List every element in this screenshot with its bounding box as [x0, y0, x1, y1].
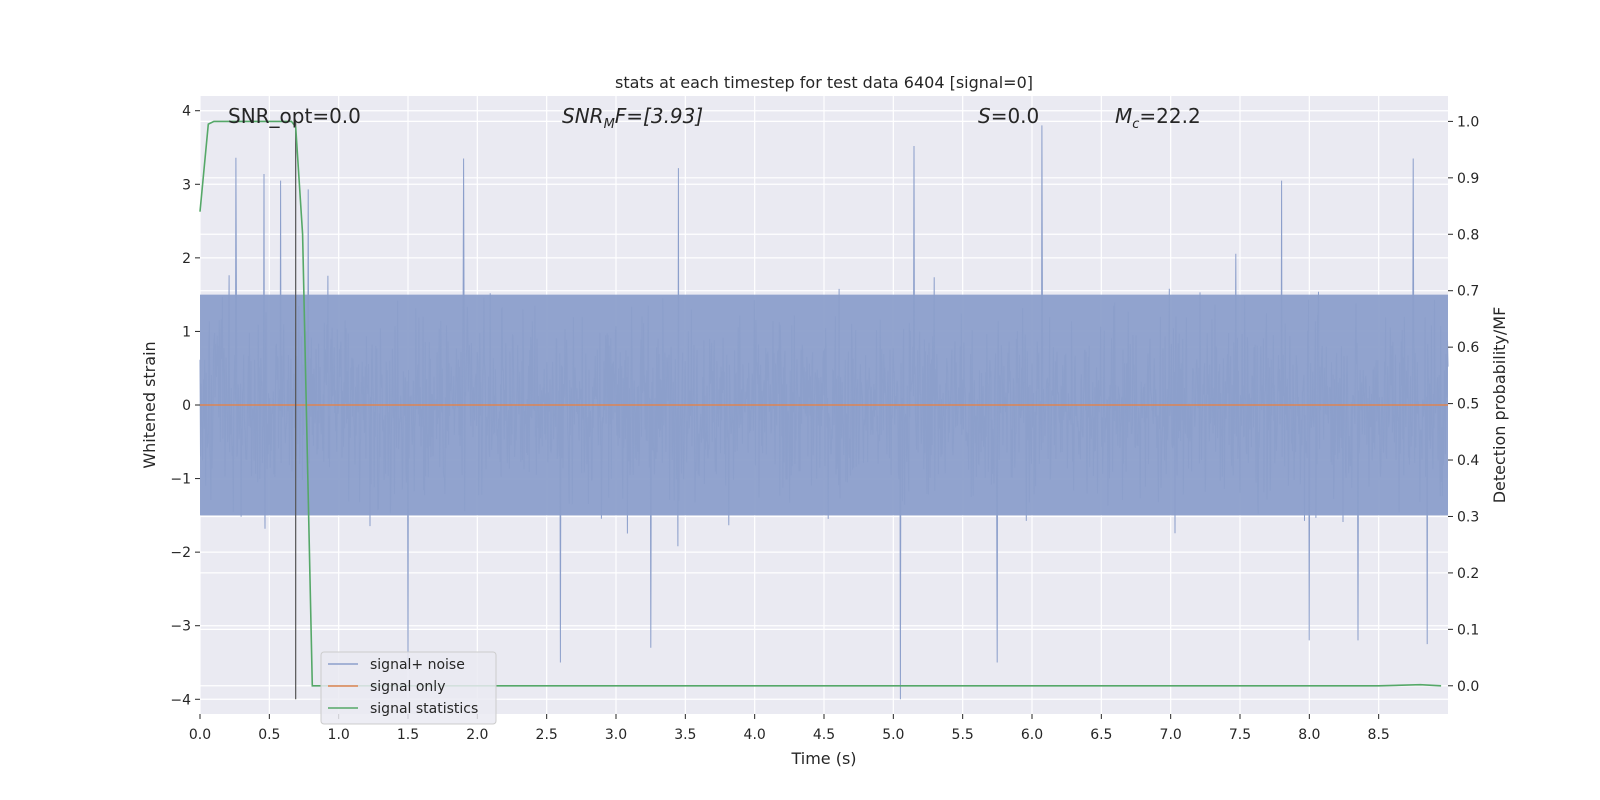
y-ticks-left: 4 3 2 1 0 −1 −2 −3 −4: [170, 104, 200, 708]
annotation-mc-main: M: [1115, 104, 1132, 128]
x-tick-label: 6.0: [1021, 727, 1043, 743]
y-tick-label-right: 0.1: [1457, 622, 1479, 638]
y-tick-label-left: 4: [182, 104, 191, 120]
y-tick-label-right: 0.4: [1457, 453, 1479, 469]
x-tick-label: 7.0: [1160, 727, 1182, 743]
x-tick-label: 1.5: [397, 727, 419, 743]
annotation-snr-opt: SNR_opt=0.0: [228, 104, 361, 128]
legend: signal+ noise signal only signal statist…: [320, 651, 497, 725]
annotation-snr-mf-sub: M: [604, 117, 615, 132]
y-ticks-right: 1.0 0.9 0.8 0.7 0.6 0.5 0.4 0.3 0.2 0.1 0.0: [1448, 114, 1479, 695]
x-axis-label: Time (s): [790, 749, 856, 768]
y-tick-label-right: 1.0: [1457, 114, 1479, 130]
x-tick-label: 3.5: [674, 727, 696, 743]
y-tick-label-left: −4: [170, 692, 191, 708]
annotation-snr-mf: SNRMF=[3.93]: [562, 104, 703, 132]
x-tick-label: 5.0: [882, 727, 904, 743]
annotation-s-rest: =0.0: [991, 104, 1040, 128]
y-tick-label-right: 0.0: [1457, 679, 1479, 695]
y-tick-label-left: 2: [182, 251, 191, 267]
x-tick-label: 8.0: [1298, 727, 1320, 743]
x-tick-label: 3.0: [605, 727, 627, 743]
y-tick-label-left: 0: [182, 398, 191, 414]
y-tick-label-right: 0.6: [1457, 340, 1479, 356]
x-tick-label: 2.0: [466, 727, 488, 743]
x-tick-label: 6.5: [1090, 727, 1112, 743]
y-tick-label-left: 3: [182, 177, 191, 193]
annotation-s-main: S: [978, 104, 991, 128]
x-tick-label: 4.0: [744, 727, 766, 743]
y-tick-label-right: 0.5: [1457, 397, 1479, 413]
x-tick-label: 1.0: [328, 727, 350, 743]
annotation-snr-mf-rest: F=[3.93]: [615, 104, 703, 128]
annotation-mc: Mc=22.2: [1115, 104, 1201, 132]
x-tick-label: 2.5: [536, 727, 558, 743]
annotation-snr-mf-main: SNR: [562, 104, 604, 128]
y-tick-label-left: −3: [170, 619, 191, 635]
chart-title: stats at each timestep for test data 640…: [615, 73, 1033, 92]
y-tick-label-right: 0.9: [1457, 171, 1479, 187]
y-tick-label-right: 0.3: [1457, 509, 1479, 525]
annotation-s: S=0.0: [978, 104, 1039, 128]
x-ticks: 0.0 0.5 1.0 1.5 2.0 2.5 3.0 3.5 4.0 4.5 5.0 5.5 6.0 6…: [189, 714, 1390, 743]
y-tick-label-left: −1: [170, 472, 191, 488]
annotation-mc-rest: =22.2: [1139, 104, 1200, 128]
x-tick-label: 5.5: [952, 727, 974, 743]
x-tick-label: 8.5: [1368, 727, 1390, 743]
y-tick-label-left: −2: [170, 545, 191, 561]
series-signal-statistics: [199, 120, 1442, 687]
legend-label-signal-statistics: signal statistics: [370, 701, 478, 717]
y-tick-label-right: 0.8: [1457, 227, 1479, 243]
legend-box: [320, 651, 497, 725]
y-axis-label-right: Detection probability/MF: [1490, 307, 1509, 504]
y-axis-label-left: Whitened strain: [140, 341, 159, 468]
x-tick-label: 7.5: [1229, 727, 1251, 743]
annotation-mc-sub: c: [1132, 117, 1139, 132]
legend-label-signal-only: signal only: [370, 679, 445, 695]
y-tick-label-right: 0.2: [1457, 566, 1479, 582]
x-tick-label: 0.5: [258, 727, 280, 743]
legend-label-signal-plus-noise: signal+ noise: [370, 657, 465, 673]
y-tick-label-left: 1: [182, 324, 191, 340]
x-tick-label: 0.0: [189, 727, 211, 743]
x-tick-label: 4.5: [813, 727, 835, 743]
y-tick-label-right: 0.7: [1457, 284, 1479, 300]
